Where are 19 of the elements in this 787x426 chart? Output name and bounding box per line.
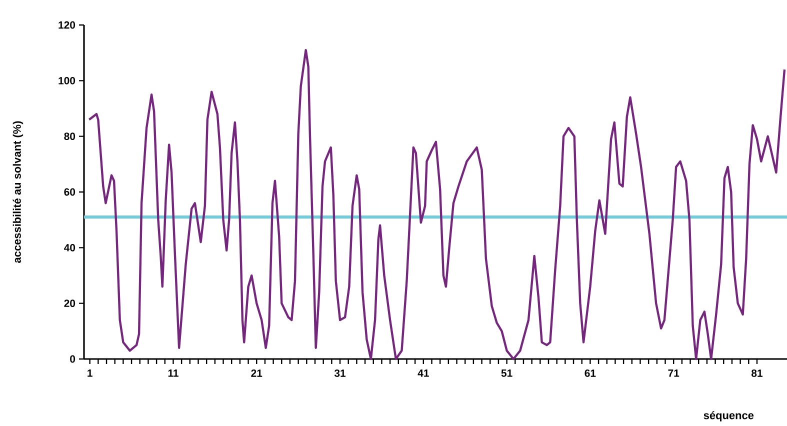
y-axis-title: accessibilité au solvant (%) bbox=[12, 121, 24, 263]
x-tick-label: 1 bbox=[88, 370, 92, 377]
x-axis-title: séquence bbox=[704, 411, 754, 422]
x-tick-label: 11 bbox=[168, 370, 178, 377]
y-tick-label: 0 bbox=[70, 355, 76, 363]
x-tick-label: 61 bbox=[584, 370, 596, 377]
x-tick-label: 31 bbox=[334, 370, 346, 377]
x-tick-label: 21 bbox=[251, 370, 262, 377]
line-series bbox=[88, 48, 786, 360]
x-tick-label: 41 bbox=[418, 370, 429, 377]
x-tick-label: 51 bbox=[501, 370, 512, 377]
y-tick-label: 20 bbox=[64, 300, 76, 308]
x-tick-label: 71 bbox=[668, 370, 680, 377]
y-tick-label: 60 bbox=[64, 188, 76, 196]
y-tick-label: 120 bbox=[58, 21, 76, 29]
y-tick-label: 100 bbox=[58, 76, 76, 84]
y-tick-label: 40 bbox=[64, 244, 76, 252]
x-tick-label: 81 bbox=[751, 370, 762, 377]
y-tick-label: 80 bbox=[64, 132, 76, 140]
